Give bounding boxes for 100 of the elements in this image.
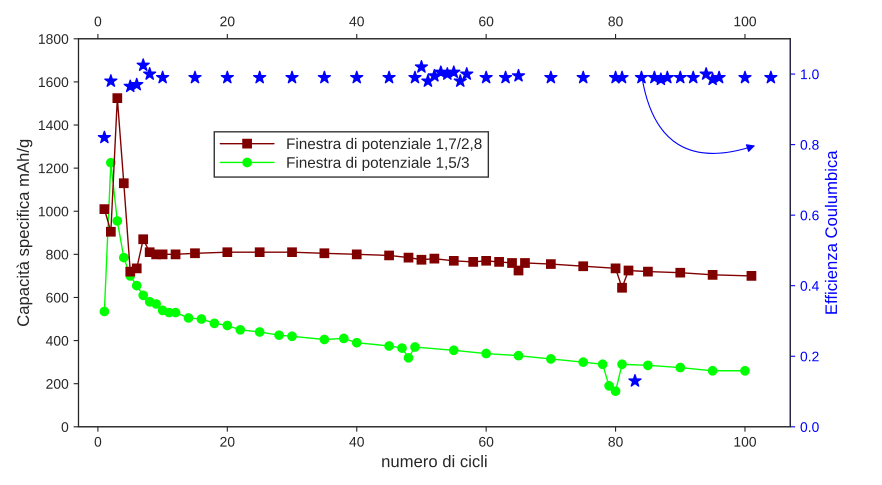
point [404, 252, 414, 262]
x2-tick-label: 0 [94, 16, 102, 26]
point [507, 258, 517, 268]
point [740, 366, 750, 376]
point [454, 74, 467, 87]
point [578, 261, 588, 272]
point [138, 234, 148, 244]
point [520, 258, 530, 268]
point [384, 341, 394, 351]
point [410, 342, 420, 352]
point [447, 65, 460, 78]
point [285, 70, 299, 84]
y-tick-label: 1600 [38, 77, 68, 88]
y-tick-label: 200 [46, 379, 68, 389]
point [106, 226, 116, 237]
point [738, 70, 752, 84]
y2-tick-label: 0.6 [800, 210, 819, 220]
point [448, 345, 459, 356]
x2-tick-label: 40 [349, 16, 364, 26]
point [468, 257, 478, 267]
y-tick-label: 400 [46, 336, 68, 346]
point [514, 350, 524, 361]
point [480, 70, 493, 84]
point [430, 254, 440, 264]
point [350, 70, 364, 84]
y-axis-title: Capacità specifica mAh/g [16, 140, 32, 326]
point [617, 359, 627, 370]
point [196, 314, 206, 324]
x-tick-label: 80 [608, 436, 623, 447]
point [384, 250, 394, 260]
point [320, 334, 330, 344]
point [544, 70, 558, 84]
point [404, 352, 414, 363]
point [460, 67, 474, 80]
point [634, 70, 648, 84]
y-tick-label: 600 [46, 292, 68, 303]
point [604, 380, 614, 391]
y2-tick-label: 0.0 [800, 422, 819, 432]
point [675, 362, 686, 372]
point [170, 308, 180, 318]
y-tick-label: 1200 [38, 163, 68, 174]
point [318, 70, 332, 84]
point [498, 70, 512, 84]
x2-tick-label: 20 [220, 16, 235, 26]
point [112, 93, 122, 103]
y2-tick-label: 1.0 [801, 69, 819, 80]
point [578, 357, 588, 367]
x-tick-label: 100 [734, 436, 756, 447]
point [397, 343, 407, 353]
point [112, 216, 122, 226]
point [220, 70, 234, 84]
point [235, 324, 246, 335]
y-tick-label: 0 [62, 422, 68, 432]
y-tick-label: 1000 [38, 206, 68, 216]
point [287, 247, 297, 258]
y2-tick-label: 0.2 [800, 352, 819, 362]
point [136, 58, 150, 72]
point [132, 280, 142, 290]
y2-axis-title: Efficienza Coulumbica [824, 150, 838, 314]
point [764, 70, 778, 84]
point [118, 252, 129, 262]
point [624, 266, 634, 276]
point [132, 264, 142, 274]
point [643, 360, 653, 370]
point [210, 318, 220, 328]
point [254, 327, 265, 337]
point [320, 248, 330, 258]
point [546, 354, 556, 364]
point [546, 259, 556, 269]
point [352, 338, 362, 348]
point [494, 257, 504, 267]
point [448, 256, 459, 266]
point [151, 299, 162, 309]
point [184, 313, 194, 323]
point [660, 70, 674, 84]
point [686, 70, 700, 84]
point [100, 306, 110, 316]
point [643, 266, 653, 276]
point [118, 178, 129, 188]
point [100, 204, 110, 214]
point [98, 130, 112, 144]
point [414, 60, 428, 73]
point [610, 264, 620, 274]
point [130, 78, 144, 90]
y-tick-label: 1800 [38, 34, 68, 44]
point [352, 249, 362, 260]
point [170, 249, 180, 260]
legend-label: Finestra di potenziale 1,5/3 [287, 156, 469, 171]
point [138, 290, 148, 300]
point [708, 366, 718, 376]
point [408, 70, 422, 84]
point [746, 271, 756, 281]
point [190, 248, 200, 258]
point [674, 70, 687, 84]
point [222, 320, 232, 330]
point [598, 359, 608, 370]
x-tick-label: 20 [220, 436, 235, 447]
y2-tick-label: 0.8 [800, 140, 819, 150]
point [158, 249, 168, 260]
y2-tick-label: 0.4 [800, 281, 819, 291]
